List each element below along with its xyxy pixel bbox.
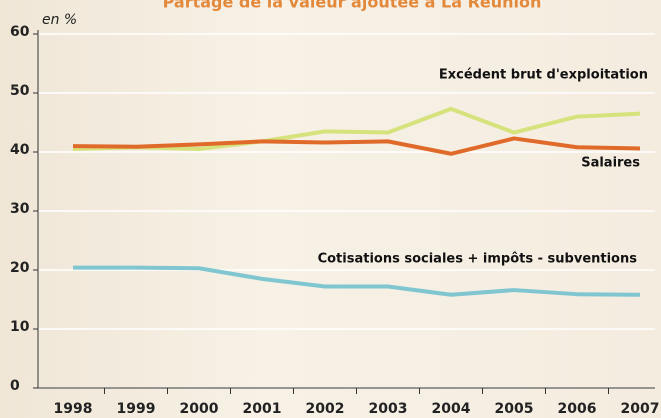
- line: [73, 265, 641, 297]
- y-tick-label: 60: [10, 24, 30, 40]
- series-label: Excédent brut d'exploitation: [439, 68, 648, 83]
- x-tick-label: 2002: [306, 401, 345, 417]
- series-label: Cotisations sociales + impôts - subventi…: [318, 252, 638, 267]
- y-tick-label: 30: [10, 201, 30, 217]
- chart-title: Partage de la valeur ajoutée à La Réunio…: [163, 0, 542, 12]
- y-tick-label: 20: [10, 260, 30, 276]
- x-tick-label: 2007: [621, 401, 660, 417]
- y-tick-label: 40: [10, 142, 30, 158]
- y-tick-label: 0: [10, 378, 20, 394]
- x-tick-label: 1998: [54, 401, 93, 417]
- x-tick-label: 2006: [558, 401, 597, 417]
- x-tick-label: 2005: [495, 401, 534, 417]
- x-tick-label: 2004: [432, 401, 471, 417]
- x-tick-label: 2000: [180, 401, 219, 417]
- series-label: Salaires: [581, 156, 640, 171]
- y-tick-label: 50: [10, 83, 30, 99]
- line: [72, 106, 641, 152]
- y-axis-label: en %: [42, 12, 77, 28]
- x-tick-label: 2003: [369, 401, 408, 417]
- x-tick-label: 2001: [243, 401, 282, 417]
- x-tick-label: 1999: [117, 401, 156, 417]
- line: [72, 136, 641, 156]
- y-tick-label: 10: [10, 319, 30, 335]
